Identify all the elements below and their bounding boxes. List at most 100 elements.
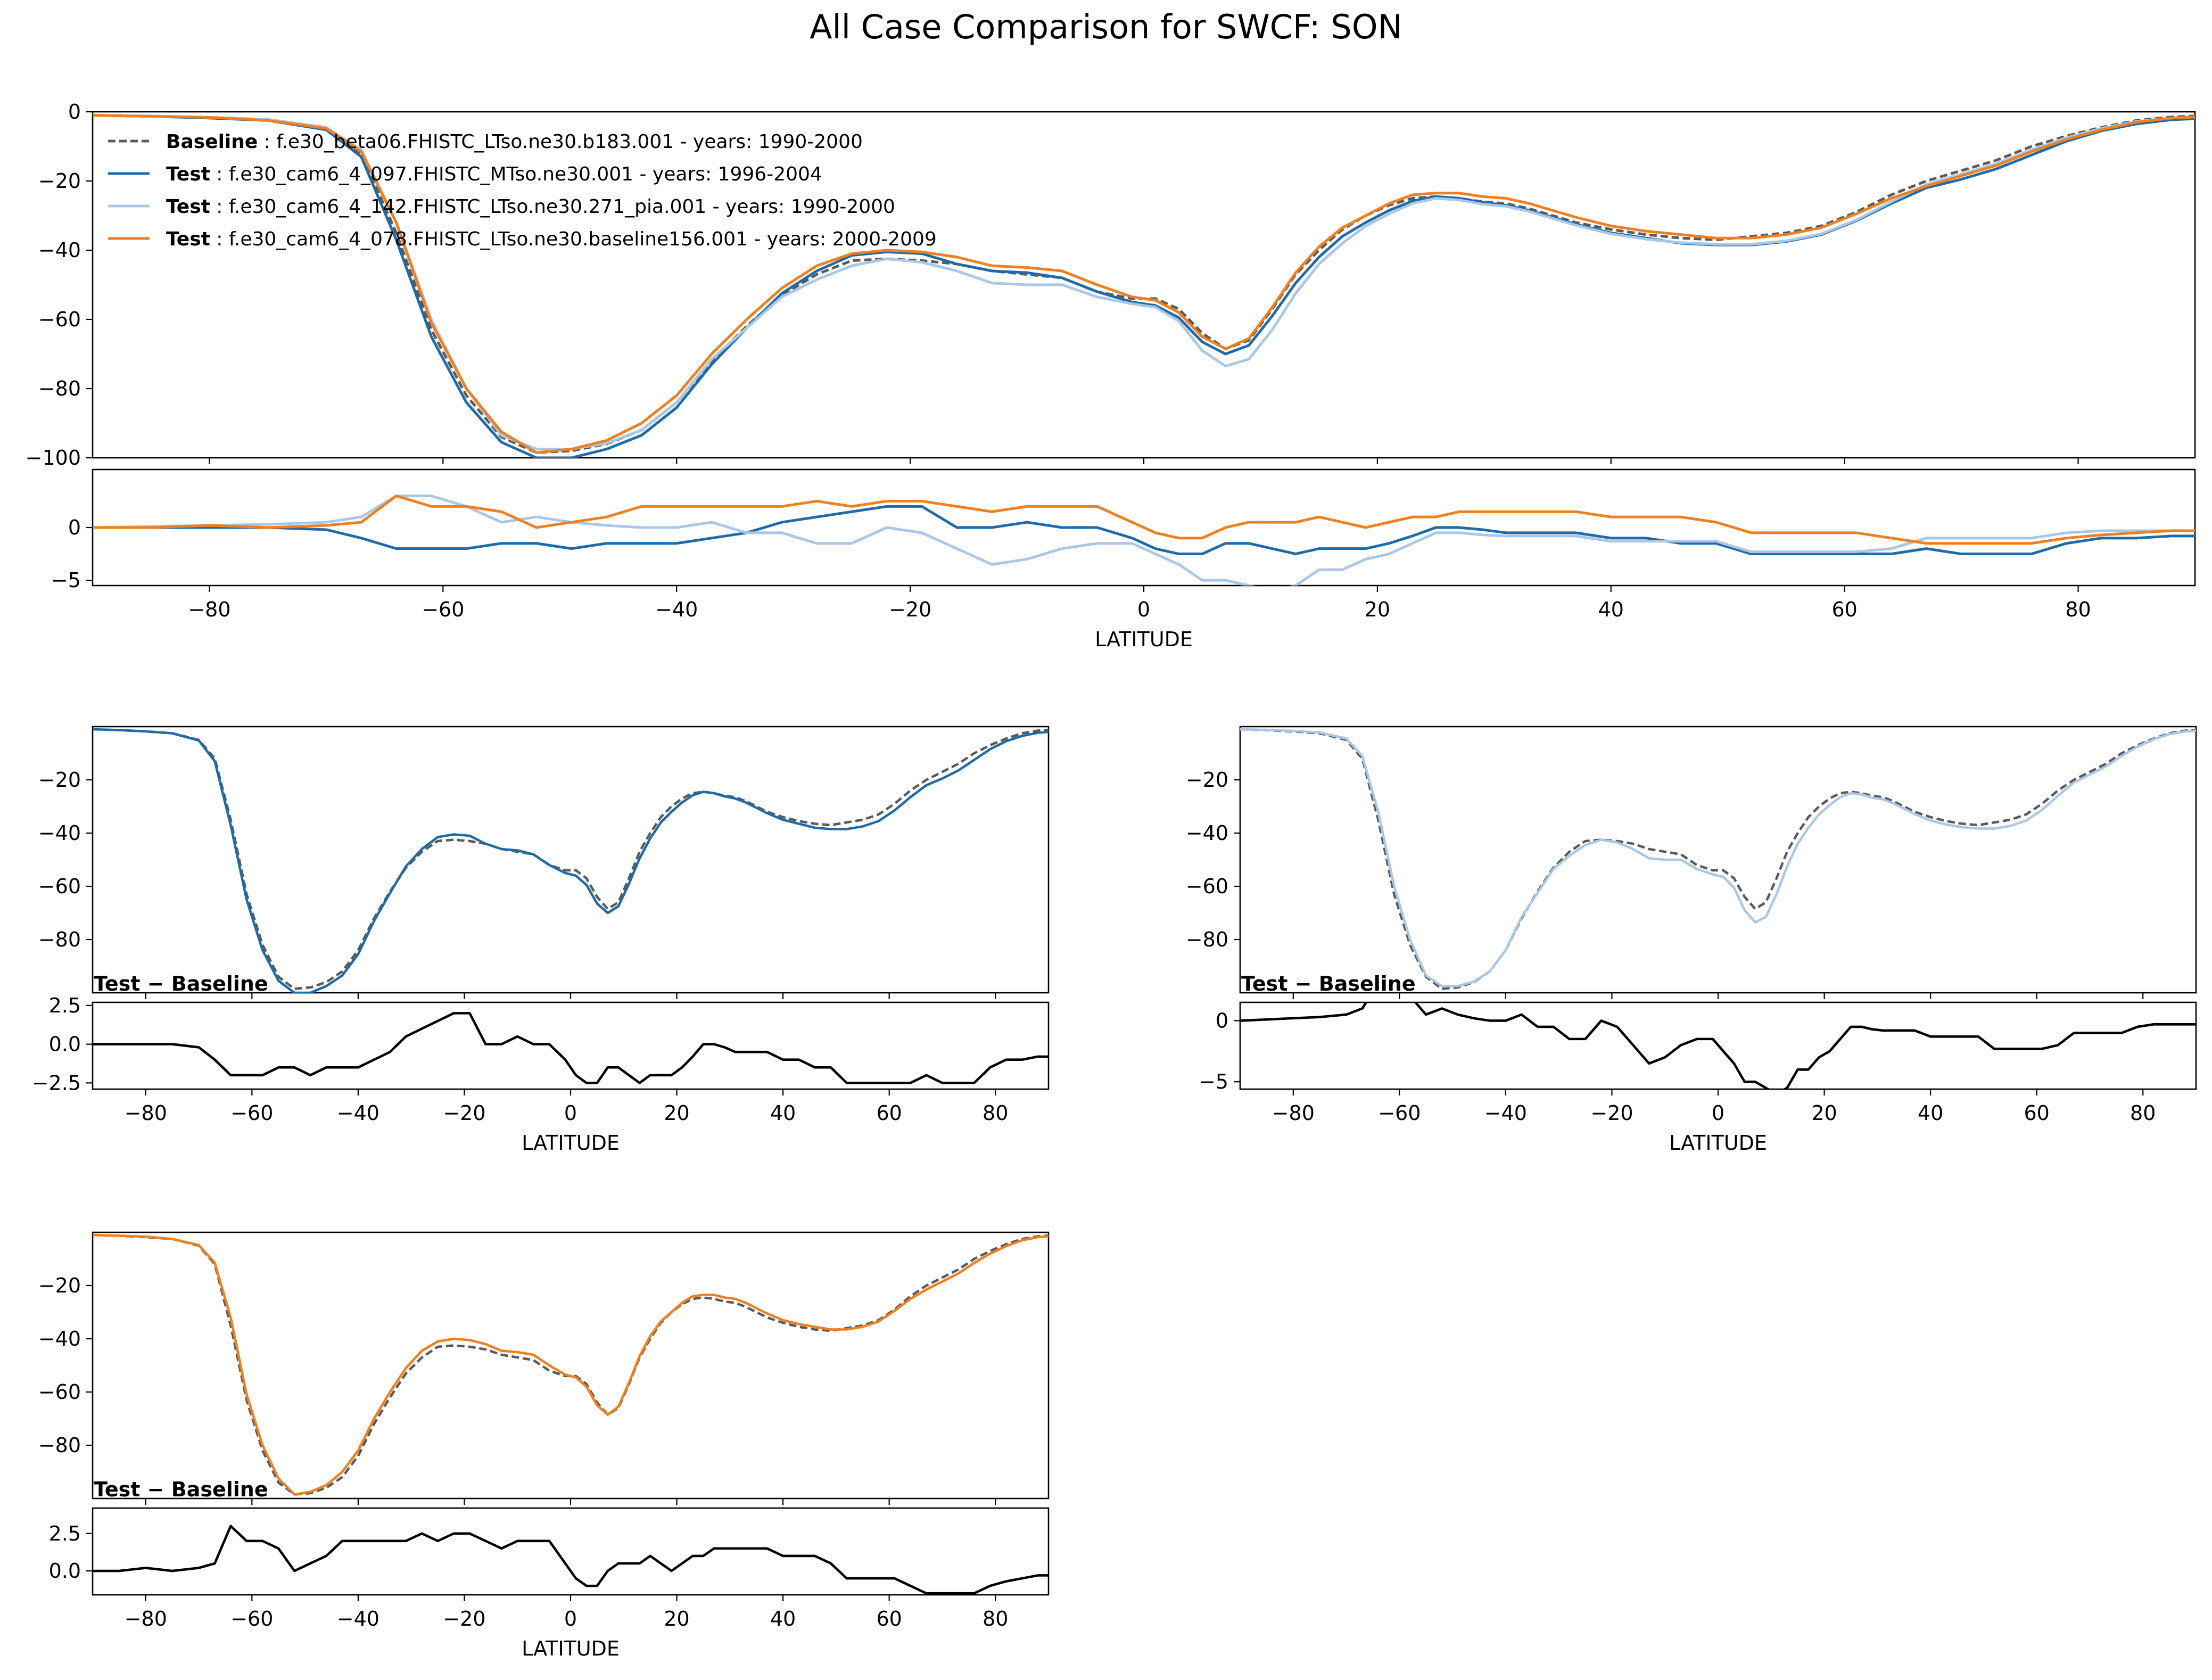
top-diff-xtick-label: −20 — [889, 598, 931, 621]
sub1-main-ytick-label: −20 — [38, 768, 81, 792]
sub2-baseline-line — [1240, 728, 2196, 990]
sub3-baseline-line — [93, 1233, 1049, 1496]
sub1-main-ytick-label: −40 — [38, 821, 81, 845]
top-diff-xtick-label: 80 — [2065, 598, 2091, 621]
figure-title: All Case Comparison for SWCF: SON — [810, 7, 1402, 46]
sub1-main-ytick-label: −60 — [38, 875, 81, 898]
sub2-diff-xtick-label: −20 — [1590, 1101, 1633, 1125]
legend-entry-2: Test : f.e30_cam6_4_097.FHISTC_MTso.ne30… — [166, 163, 822, 185]
top-baseline-line — [93, 114, 2195, 454]
sub1-diff-xtick-label: 40 — [770, 1101, 796, 1125]
top-test-line-3 — [93, 114, 2195, 454]
top-diff-xtick-label: 20 — [1365, 598, 1390, 621]
sub2-diff-ytick-label: 0 — [1216, 1009, 1228, 1032]
sub1-diff-ytick-label: 2.5 — [49, 994, 81, 1017]
sub3-main-ytick-label: −20 — [38, 1274, 81, 1297]
sub2-diff-xtick-label: 20 — [1811, 1101, 1837, 1125]
top-diff-xlabel: LATITUDE — [1095, 628, 1193, 651]
sub1-main-frame — [92, 726, 1050, 994]
sub2-main-ytick-label: −40 — [1186, 821, 1228, 845]
top-diff-ytick-label: −5 — [51, 569, 81, 592]
sub3-diff-xlabel: LATITUDE — [522, 1637, 620, 1660]
legend-entry-text: : f.e30_beta06.FHISTC_LTso.ne30.b183.001… — [258, 131, 863, 153]
top-diff-line-1 — [93, 505, 2195, 556]
sub3-diff-xtick-label: 0 — [564, 1607, 577, 1630]
top-diff-xtick-label: −80 — [188, 598, 230, 621]
sub3-diff-frame — [92, 1507, 1050, 1596]
sub1-diff-line — [93, 1012, 1049, 1084]
sub2-diff-xtick-label: 60 — [2024, 1101, 2049, 1125]
sub1-main-ytick-label: −80 — [38, 928, 81, 951]
legend-entry-text: : f.e30_cam6_4_097.FHISTC_MTso.ne30.001 … — [210, 163, 822, 185]
legend-entry-1: Baseline : f.e30_beta06.FHISTC_LTso.ne30… — [166, 131, 863, 153]
sub3-diff-xtick-label: 40 — [770, 1607, 796, 1630]
sub3-diff-ytick-label: 2.5 — [49, 1522, 81, 1545]
sub2-diff-ytick-label: −5 — [1199, 1070, 1228, 1093]
top-main-ytick-label: −100 — [26, 446, 81, 470]
sub2-diff-xtick-label: 80 — [2130, 1101, 2156, 1125]
sub2-main-frame — [1239, 726, 2197, 994]
legend-entry-label: Test — [166, 163, 210, 185]
sub2-annotation: Test − Baseline — [1241, 972, 1416, 995]
sub1-diff-xtick-label: −80 — [125, 1101, 167, 1125]
sub1-diff-xtick-label: −40 — [337, 1101, 379, 1125]
sub1-baseline-line — [93, 728, 1049, 990]
sub2-main-ytick-label: −80 — [1186, 928, 1228, 951]
sub1-diff-xlabel: LATITUDE — [522, 1131, 620, 1155]
sub3-diff-xtick-label: −80 — [125, 1607, 167, 1630]
sub1-diff-xtick-label: 0 — [564, 1101, 577, 1125]
sub3-main-ytick-label: −80 — [38, 1434, 81, 1457]
sub3-diff-xtick-label: −20 — [443, 1607, 485, 1630]
top-main-ytick-label: −40 — [38, 238, 81, 262]
top-main-ytick-label: −80 — [38, 377, 81, 400]
legend-entry-label: Baseline — [166, 131, 258, 153]
legend-entry-text: : f.e30_cam6_4_142.FHISTC_LTso.ne30.271_… — [210, 196, 895, 218]
sub1-annotation: Test − Baseline — [94, 972, 268, 995]
sub1-diff-ytick-label: −2.5 — [32, 1071, 81, 1094]
sub2-diff-line — [1240, 1002, 2196, 1089]
top-diff-xtick-label: 60 — [1831, 598, 1857, 621]
top-main-ytick-label: 0 — [68, 100, 81, 123]
legend-entry-label: Test — [166, 228, 210, 250]
sub2-main-ytick-label: −20 — [1186, 768, 1228, 792]
top-main-ytick-label: −20 — [38, 169, 81, 193]
top-diff-line-2 — [93, 495, 2195, 586]
sub3-diff-xtick-label: −60 — [230, 1607, 273, 1630]
sub1-diff-xtick-label: 20 — [664, 1101, 689, 1125]
sub2-diff-xtick-label: −80 — [1272, 1101, 1315, 1125]
top-diff-xtick-label: −60 — [422, 598, 464, 621]
sub3-diff-line — [93, 1525, 1049, 1595]
legend-entry-text: : f.e30_cam6_4_078.FHISTC_LTso.ne30.base… — [210, 228, 937, 250]
sub2-diff-xlabel: LATITUDE — [1669, 1131, 1767, 1155]
sub3-diff-xtick-label: 80 — [983, 1607, 1008, 1630]
sub1-diff-xtick-label: −20 — [443, 1101, 485, 1125]
legend-entry-3: Test : f.e30_cam6_4_142.FHISTC_LTso.ne30… — [166, 196, 895, 218]
plots-layer: 0 −20 −40 −60 −80 −100 −80 −60 −40 −20 0 20 40 60 80 0 −… — [26, 100, 2197, 1660]
legend-entry-label: Test — [166, 196, 210, 218]
top-diff-ytick-label: 0 — [68, 516, 81, 539]
sub3-main-ytick-label: −40 — [38, 1327, 81, 1350]
sub3-diff-xtick-label: −40 — [337, 1607, 379, 1630]
sub2-diff-xtick-label: −60 — [1378, 1101, 1421, 1125]
sub1-diff-xtick-label: −60 — [230, 1101, 273, 1125]
top-diff-xtick-label: 40 — [1598, 598, 1624, 621]
sub3-test-line — [93, 1233, 1049, 1496]
sub2-main-ytick-label: −60 — [1186, 875, 1228, 898]
sub1-diff-xtick-label: 60 — [876, 1101, 902, 1125]
sub2-diff-xtick-label: 40 — [1918, 1101, 1943, 1125]
top-main-ytick-label: −60 — [38, 308, 81, 331]
sub2-diff-xtick-label: −40 — [1484, 1101, 1527, 1125]
sub2-diff-xtick-label: 0 — [1712, 1101, 1724, 1125]
sub1-test-line — [93, 728, 1049, 993]
sub3-diff-xtick-label: 60 — [876, 1607, 902, 1630]
legend: Baseline : f.e30_beta06.FHISTC_LTso.ne30… — [108, 131, 937, 250]
top-diff-xtick-label: 0 — [1137, 598, 1150, 621]
top-diff-line-3 — [93, 495, 2195, 545]
sub3-annotation: Test − Baseline — [94, 1478, 268, 1501]
sub3-main-frame — [92, 1231, 1050, 1500]
top-diff-xtick-label: −40 — [655, 598, 698, 621]
sub3-main-ytick-label: −60 — [38, 1380, 81, 1404]
legend-entry-4: Test : f.e30_cam6_4_078.FHISTC_LTso.ne30… — [166, 228, 937, 250]
sub1-diff-xtick-label: 80 — [983, 1101, 1008, 1125]
